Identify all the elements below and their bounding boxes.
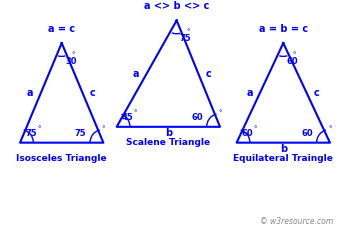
Text: b: b <box>165 128 172 138</box>
Text: a = c: a = c <box>48 24 75 34</box>
Text: 45: 45 <box>122 113 133 122</box>
Text: °: ° <box>134 111 137 117</box>
Text: °: ° <box>328 127 332 133</box>
Text: Isosceles Triangle: Isosceles Triangle <box>16 154 107 163</box>
Text: °: ° <box>218 111 222 117</box>
Text: Scalene Triangle: Scalene Triangle <box>126 138 210 147</box>
Text: 60: 60 <box>191 113 203 122</box>
Text: °: ° <box>254 127 257 133</box>
Text: a <> b <> c: a <> b <> c <box>144 1 209 11</box>
Text: 60: 60 <box>242 129 253 138</box>
Text: b: b <box>280 144 287 154</box>
Text: 75: 75 <box>25 129 37 138</box>
Text: Equilateral Traingle: Equilateral Traingle <box>233 154 333 163</box>
Text: © w3resource.com: © w3resource.com <box>260 217 333 226</box>
Text: c: c <box>90 88 96 98</box>
Text: c: c <box>314 88 320 98</box>
Text: °: ° <box>37 127 40 133</box>
Text: °: ° <box>186 30 189 36</box>
Text: a: a <box>27 88 34 98</box>
Text: 30: 30 <box>65 57 76 66</box>
Text: 75: 75 <box>75 129 86 138</box>
Text: a = b = c: a = b = c <box>259 24 308 34</box>
Text: 60: 60 <box>287 57 298 66</box>
Text: 75: 75 <box>180 34 192 43</box>
Text: c: c <box>206 69 211 79</box>
Text: °: ° <box>71 52 74 58</box>
Text: °: ° <box>102 127 105 133</box>
Text: a: a <box>246 88 253 98</box>
Text: a: a <box>133 69 139 79</box>
Text: 60: 60 <box>301 129 313 138</box>
Text: °: ° <box>293 52 296 58</box>
